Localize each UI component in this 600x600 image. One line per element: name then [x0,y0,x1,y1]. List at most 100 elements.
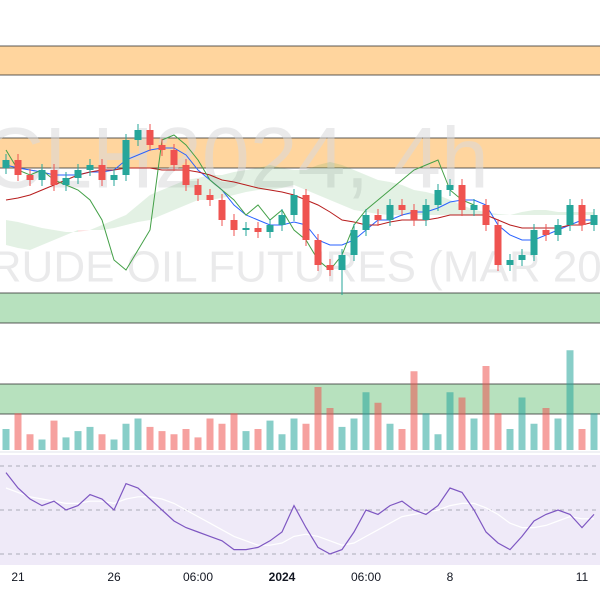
volume-bar [398,429,406,450]
cloud [534,210,546,215]
cloud [18,222,30,250]
candle-body [338,255,346,270]
candle-body [422,205,430,220]
x-tick-label: 2024 [269,570,296,584]
volume-bar [242,431,250,450]
candle-body [506,260,514,265]
volume-bar [14,413,22,450]
candle-body [326,265,334,270]
candle-body [38,170,46,180]
candle-body [182,165,190,185]
volume-bar [26,434,34,450]
watermark: CLH2024, 4h [0,111,489,207]
volume-bar [278,434,286,450]
cloud [162,185,174,215]
cloud [210,175,222,200]
candle-body [158,145,166,150]
candle-body [98,165,106,180]
zone [0,292,600,324]
candle-body [494,225,502,265]
volume-bar [410,371,418,450]
candle-body [482,205,490,225]
cloud [138,195,150,222]
volume-bar [218,423,226,450]
candle-body [278,215,286,225]
x-tick-label: 26 [107,570,121,584]
cloud [102,220,114,230]
candle-body [146,130,154,145]
cloud [114,215,126,228]
volume-bar [506,429,514,450]
candle-body [470,205,478,210]
volume-bar [158,431,166,450]
cloud [234,170,246,195]
candle-body [50,170,58,185]
candle-body [86,165,94,170]
cloud [258,165,270,190]
cloud [6,220,18,248]
volume-bar [578,429,586,450]
volume-bar [374,402,382,450]
volume-bar [122,423,130,450]
volume-bar [458,397,466,450]
volume-bar [518,397,526,450]
x-tick-label: 8 [447,570,454,584]
x-tick-label: 06:00 [183,570,213,584]
x-axis [0,566,600,600]
candle-body [62,178,70,185]
candle-body [362,215,370,230]
cloud [354,170,366,212]
candle-body [242,228,250,230]
volume-bar [230,413,238,450]
candle-body [434,190,442,205]
volume-bar [146,426,154,450]
candle-body [254,228,262,232]
volume-bar [326,408,334,450]
volume-bar [50,420,58,450]
candle-body [218,200,226,220]
candle-body [566,205,574,225]
volume-bar [542,408,550,450]
volume-bar [446,392,454,450]
volume-bar [86,426,94,450]
volume-bar [350,418,358,450]
volume-bar [254,429,262,450]
volume-bar [2,429,10,450]
volume-bar [590,413,598,450]
cloud [90,225,102,230]
cloud [150,190,162,220]
volume-bar [470,418,478,450]
candle-body [374,215,382,220]
cloud [366,175,378,214]
volume-bar [134,418,142,450]
cloud [42,228,54,245]
volume-bar [302,423,310,450]
cloud [174,180,186,210]
candle-body [74,170,82,178]
rsi-line [5,472,595,555]
volume-bar [566,350,574,450]
cloud [318,162,330,200]
candle-body [314,240,322,265]
cloud [270,165,282,190]
candle-body [458,185,466,210]
cloud [342,165,354,210]
candle-body [170,150,178,165]
candle-body [590,215,598,225]
candle-body [134,130,142,140]
candle-body [398,205,406,210]
cloud [78,230,90,232]
candle-body [110,175,118,180]
candle-body [542,230,550,235]
volume-bar [206,418,214,450]
cloud [282,168,294,188]
cloud [546,210,558,215]
volume-bar [266,420,274,450]
cloud [294,170,306,190]
volume-bar [494,413,502,450]
cloud [126,205,138,225]
zone [0,137,600,169]
cloud [54,230,66,240]
volume-bar [362,392,370,450]
